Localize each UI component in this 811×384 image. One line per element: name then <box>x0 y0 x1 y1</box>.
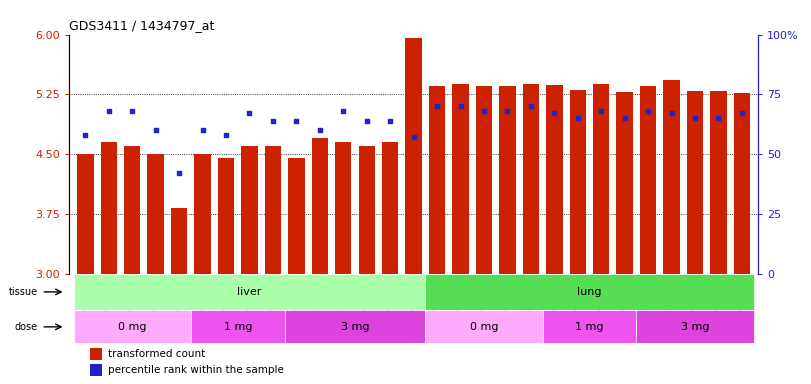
FancyBboxPatch shape <box>543 310 637 343</box>
Point <box>267 118 280 124</box>
Point <box>196 127 209 133</box>
Point <box>689 115 702 121</box>
Point <box>337 108 350 114</box>
Point <box>79 132 92 138</box>
Text: 0 mg: 0 mg <box>470 322 498 332</box>
Point <box>571 115 584 121</box>
Bar <box>616 92 633 273</box>
Bar <box>195 154 211 273</box>
Bar <box>89 364 102 376</box>
Point <box>431 103 444 109</box>
Point <box>149 127 162 133</box>
Text: tissue: tissue <box>9 287 38 297</box>
Bar <box>264 146 281 273</box>
Bar <box>288 158 305 273</box>
Point <box>736 110 749 116</box>
Bar <box>335 142 351 273</box>
Point <box>665 110 678 116</box>
Bar <box>687 91 703 273</box>
Point <box>642 108 654 114</box>
Point <box>501 108 514 114</box>
FancyBboxPatch shape <box>74 273 425 310</box>
Bar <box>640 86 656 273</box>
Bar <box>546 85 563 273</box>
Bar <box>382 142 398 273</box>
Point <box>478 108 491 114</box>
Bar <box>429 86 445 273</box>
Point <box>126 108 139 114</box>
Bar <box>406 38 422 273</box>
Point <box>525 103 538 109</box>
Bar <box>148 154 164 273</box>
Text: GDS3411 / 1434797_at: GDS3411 / 1434797_at <box>69 19 214 32</box>
Point <box>594 108 607 114</box>
Point <box>454 103 467 109</box>
Text: dose: dose <box>15 322 38 332</box>
Bar <box>522 84 539 273</box>
Text: percentile rank within the sample: percentile rank within the sample <box>108 365 284 375</box>
FancyBboxPatch shape <box>74 310 191 343</box>
Text: 3 mg: 3 mg <box>680 322 710 332</box>
Bar <box>663 80 680 273</box>
FancyBboxPatch shape <box>425 273 753 310</box>
Point <box>290 118 303 124</box>
Point <box>618 115 631 121</box>
Text: transformed count: transformed count <box>108 349 205 359</box>
Text: 1 mg: 1 mg <box>224 322 252 332</box>
Text: 3 mg: 3 mg <box>341 322 369 332</box>
Text: liver: liver <box>238 287 262 297</box>
Bar <box>569 90 586 273</box>
Bar <box>476 86 492 273</box>
Bar <box>242 146 258 273</box>
Text: 1 mg: 1 mg <box>575 322 603 332</box>
Bar <box>124 146 140 273</box>
FancyBboxPatch shape <box>637 310 753 343</box>
Bar <box>77 154 93 273</box>
Text: 0 mg: 0 mg <box>118 322 147 332</box>
FancyBboxPatch shape <box>191 310 285 343</box>
Point <box>243 110 256 116</box>
Bar <box>101 142 117 273</box>
Bar <box>218 158 234 273</box>
Point <box>407 134 420 141</box>
Bar <box>500 86 516 273</box>
Point <box>220 132 233 138</box>
Point <box>173 170 186 176</box>
Bar <box>453 84 469 273</box>
FancyBboxPatch shape <box>285 310 425 343</box>
Bar <box>358 146 375 273</box>
FancyBboxPatch shape <box>425 310 543 343</box>
Bar <box>710 91 727 273</box>
Bar <box>593 84 609 273</box>
Point <box>313 127 326 133</box>
Point <box>102 108 115 114</box>
Point <box>547 110 560 116</box>
Text: lung: lung <box>577 287 602 297</box>
Bar <box>311 138 328 273</box>
Bar <box>734 93 750 273</box>
Bar <box>171 208 187 273</box>
Point <box>712 115 725 121</box>
Point <box>360 118 373 124</box>
Point <box>384 118 397 124</box>
Bar <box>89 348 102 360</box>
